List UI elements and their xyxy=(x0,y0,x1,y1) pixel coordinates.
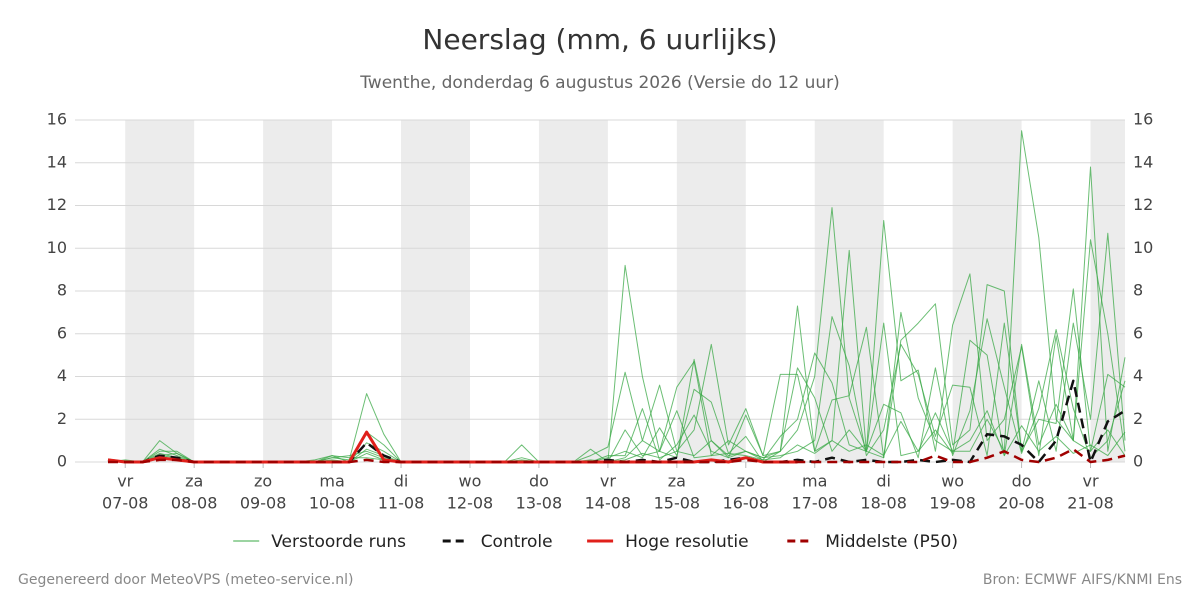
y2-tick-label: 14 xyxy=(1133,152,1153,171)
x-day-label: wo xyxy=(941,472,964,491)
y2-tick-label: 2 xyxy=(1133,409,1143,428)
y-tick-label: 4 xyxy=(57,366,67,385)
legend-label: Middelste (P50) xyxy=(825,532,958,552)
y-tick-label: 0 xyxy=(57,452,67,471)
x-day-label: za xyxy=(185,472,203,491)
y-tick-label: 10 xyxy=(47,238,67,257)
x-day-label: za xyxy=(668,472,686,491)
x-day-label: vr xyxy=(117,472,133,491)
y2-tick-label: 16 xyxy=(1133,110,1153,129)
y2-tick-label: 12 xyxy=(1133,195,1153,214)
x-day-label: vr xyxy=(600,472,616,491)
y-tick-label: 14 xyxy=(47,152,67,171)
x-tick-label: 18-08 xyxy=(860,494,907,513)
y2-tick-label: 0 xyxy=(1133,452,1143,471)
x-day-label: do xyxy=(529,472,549,491)
x-tick-label: 16-08 xyxy=(723,494,770,513)
legend-label: Hoge resolutie xyxy=(625,532,749,552)
y2-tick-label: 6 xyxy=(1133,323,1143,342)
legend-label: Verstoorde runs xyxy=(271,532,406,552)
x-day-label: di xyxy=(876,472,891,491)
y-tick-label: 12 xyxy=(47,195,67,214)
x-tick-label: 13-08 xyxy=(516,494,563,513)
x-tick-label: 10-08 xyxy=(309,494,356,513)
chart-title: Neerslag (mm, 6 uurlijks) xyxy=(422,23,777,56)
series-line xyxy=(108,447,1126,464)
x-day-label: vr xyxy=(1083,472,1099,491)
x-tick-label: 17-08 xyxy=(791,494,838,513)
x-tick-label: 15-08 xyxy=(654,494,701,513)
x-day-label: ma xyxy=(802,472,827,491)
y2-tick-label: 8 xyxy=(1133,281,1143,300)
y-tick-label: 6 xyxy=(57,323,67,342)
x-tick-label: 12-08 xyxy=(447,494,494,513)
x-tick-label: 19-08 xyxy=(929,494,976,513)
legend-label: Controle xyxy=(481,532,553,552)
series-line xyxy=(107,379,1126,464)
x-tick-label: 09-08 xyxy=(240,494,287,513)
y-tick-label: 2 xyxy=(57,409,67,428)
x-day-label: zo xyxy=(254,472,272,491)
source: Bron: ECMWF AIFS/KNMI Ens xyxy=(983,572,1182,588)
y2-tick-label: 4 xyxy=(1133,366,1143,385)
x-day-label: zo xyxy=(737,472,755,491)
y2-tick-label: 10 xyxy=(1133,238,1153,257)
x-tick-label: 08-08 xyxy=(171,494,218,513)
y-tick-label: 16 xyxy=(47,110,67,129)
x-day-label: wo xyxy=(459,472,482,491)
chart-subtitle: Twenthe, donderdag 6 augustus 2026 (Vers… xyxy=(359,73,840,93)
x-tick-label: 07-08 xyxy=(102,494,149,513)
x-tick-label: 14-08 xyxy=(585,494,632,513)
x-tick-label: 21-08 xyxy=(1067,494,1114,513)
x-day-label: ma xyxy=(319,472,344,491)
x-day-label: do xyxy=(1012,472,1032,491)
x-day-label: di xyxy=(394,472,409,491)
x-tick-label: 20-08 xyxy=(998,494,1045,513)
credit: Gegenereerd door MeteoVPS (meteo-service… xyxy=(18,572,353,588)
x-tick-label: 11-08 xyxy=(378,494,425,513)
y-tick-label: 8 xyxy=(57,281,67,300)
